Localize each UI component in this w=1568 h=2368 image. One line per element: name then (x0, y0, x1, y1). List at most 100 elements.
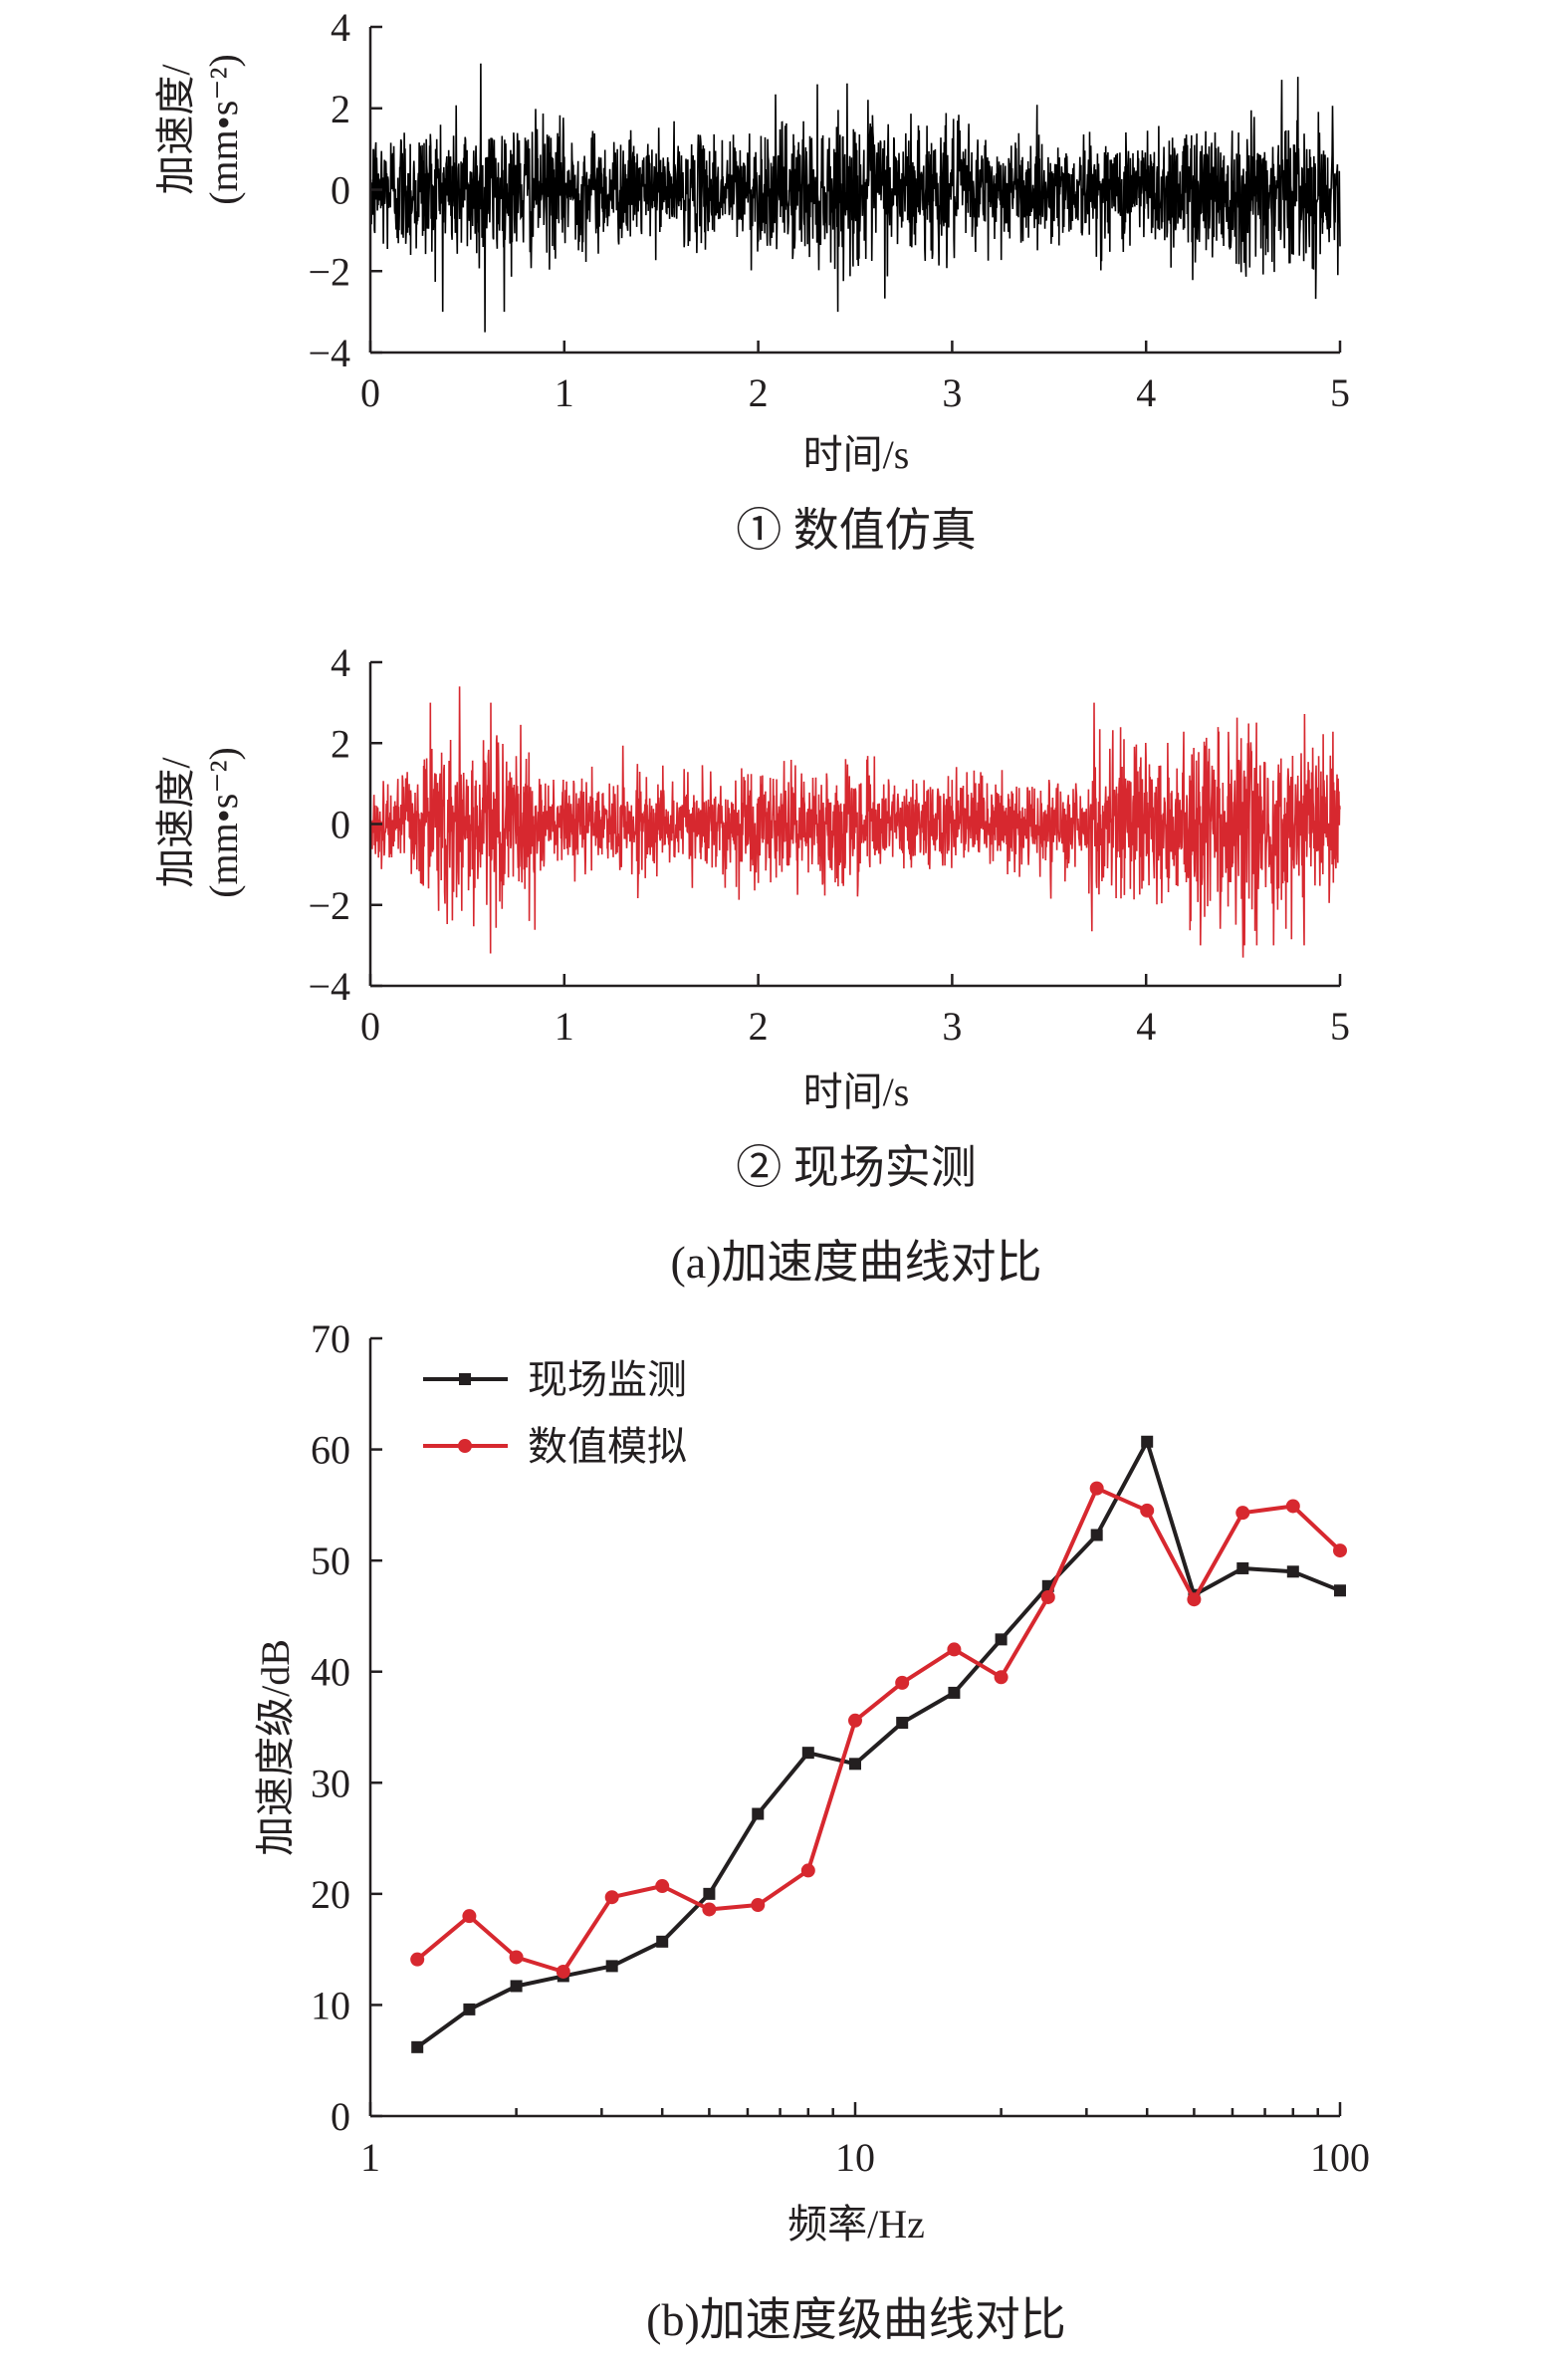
y-tick-label: 60 (311, 1428, 350, 1473)
legend-marker-numerical-simulation (458, 1439, 472, 1453)
y-tick-label: −4 (308, 964, 350, 1009)
data-point (994, 1670, 1008, 1685)
y-tick-label: 4 (331, 5, 350, 50)
data-point (1235, 1506, 1250, 1521)
data-point (411, 2040, 424, 2053)
series-line-1 (415, 1486, 1342, 1974)
y-tick-label: −4 (308, 331, 350, 375)
data-point (995, 1633, 1008, 1646)
data-point (948, 1686, 961, 1699)
chart-simulation-time-history: 0 1 2 3 4 5 −4 −2 0 2 4 加速度/ (mm•s⁻²) 时间/s ① 数值仿真 (153, 5, 1350, 556)
signal-line (369, 686, 1341, 958)
y-tick-label: 0 (331, 168, 350, 213)
y-tick-label: 2 (331, 87, 350, 131)
axes (368, 660, 1342, 988)
data-point (1040, 1589, 1055, 1604)
data-point (655, 1879, 670, 1894)
data-point (1333, 1543, 1347, 1558)
data-point (849, 1758, 861, 1771)
y-tick-label: 40 (311, 1650, 350, 1695)
x-tick-label: 3 (942, 370, 962, 415)
y-tick-label: 0 (331, 2094, 350, 2139)
x-axis-label: 时间/s (803, 432, 910, 477)
y-axis-label-line1: 加速度/ (153, 64, 198, 195)
data-point (1286, 1565, 1299, 1578)
panel-caption: ② 现场实测 (736, 1142, 977, 1193)
y-tick-label: 10 (311, 1983, 350, 2027)
data-point (947, 1642, 962, 1657)
y-tick-label: 0 (331, 803, 350, 847)
data-point (702, 1902, 717, 1917)
data-point (896, 1717, 909, 1730)
y-tick-label: 2 (331, 721, 350, 766)
series-line-0 (416, 1439, 1341, 2049)
x-tick-label: 1 (360, 2135, 380, 2180)
legend-marker-field-monitoring (459, 1373, 471, 1385)
tick-labels: 0 1 2 3 4 5 −4 −2 0 2 4 (308, 640, 1350, 1049)
x-axis-label: 频率/Hz (787, 2202, 925, 2247)
data-point (895, 1675, 910, 1690)
data-point (410, 1952, 425, 1967)
data-point (1089, 1481, 1104, 1496)
legend-label-numerical-simulation: 数值模拟 (528, 1424, 687, 1469)
data-point (1236, 1561, 1249, 1574)
axes (368, 25, 1342, 355)
data-point (751, 1898, 766, 1913)
x-tick-label: 2 (749, 1004, 769, 1049)
y-axis-label: 加速度/ (mm•s⁻²) (153, 54, 246, 205)
data-point (1140, 1503, 1155, 1518)
chart-field-measured-time-history: 0 1 2 3 4 5 −4 −2 0 2 4 加速度/ (mm•s⁻²) 时间/s ② 现场实测 (153, 640, 1350, 1193)
y-axis-label-line2: (mm•s⁻²) (201, 747, 246, 898)
data-point (605, 1960, 618, 1973)
y-axis-label-line2: (mm•s⁻²) (201, 54, 246, 205)
x-tick-label: 1 (555, 370, 574, 415)
y-tick-label: 20 (311, 1872, 350, 1917)
data-point (800, 1863, 815, 1878)
x-tick-label: 1 (555, 1004, 574, 1049)
series-marks (410, 1435, 1347, 2053)
data-point (462, 1909, 477, 1924)
y-tick-label: 70 (311, 1316, 350, 1361)
x-axis-label: 时间/s (803, 1069, 910, 1114)
data-point (1285, 1499, 1300, 1514)
signal-trace (369, 63, 1341, 333)
legend: 现场监测 数值模拟 (423, 1357, 687, 1469)
legend-label-field-monitoring: 现场监测 (528, 1357, 687, 1402)
x-tick-label: 100 (1310, 2135, 1370, 2180)
tick-labels: 1 10 100 0 10 20 30 40 50 60 70 (311, 1316, 1370, 2180)
x-tick-label: 4 (1136, 370, 1156, 415)
figure-caption-b: (b)加速度级曲线对比 (646, 2294, 1066, 2345)
x-tick-label: 3 (942, 1004, 962, 1049)
y-axis-label: 加速度/ (mm•s⁻²) (153, 747, 246, 898)
data-point (801, 1747, 814, 1760)
x-tick-label: 5 (1330, 370, 1350, 415)
data-point (463, 2003, 476, 2015)
y-tick-label: −2 (308, 249, 350, 294)
data-point (703, 1887, 716, 1900)
x-tick-label: 4 (1136, 1004, 1156, 1049)
data-point (509, 1950, 524, 1965)
y-tick-label: 30 (311, 1761, 350, 1805)
data-point (656, 1935, 669, 1948)
data-point (556, 1964, 570, 1979)
data-point (604, 1890, 619, 1905)
y-tick-label: −2 (308, 883, 350, 928)
x-tick-label: 10 (835, 2135, 875, 2180)
signal-trace (369, 686, 1341, 958)
x-tick-label: 0 (360, 370, 380, 415)
axes (368, 1336, 1342, 2118)
panel-caption: ① 数值仿真 (736, 505, 977, 556)
data-point (1141, 1435, 1154, 1448)
data-point (752, 1807, 765, 1820)
signal-line (369, 63, 1341, 333)
data-point (1090, 1529, 1103, 1541)
y-axis-label-line1: 加速度/ (153, 757, 198, 888)
data-point (848, 1713, 862, 1728)
y-axis-label: 加速度级/dB (253, 1639, 298, 1856)
tick-labels: 0 1 2 3 4 5 −4 −2 0 2 4 (308, 5, 1350, 415)
y-tick-label: 4 (331, 640, 350, 685)
data-point (510, 1980, 523, 1993)
y-tick-label: 50 (311, 1539, 350, 1583)
